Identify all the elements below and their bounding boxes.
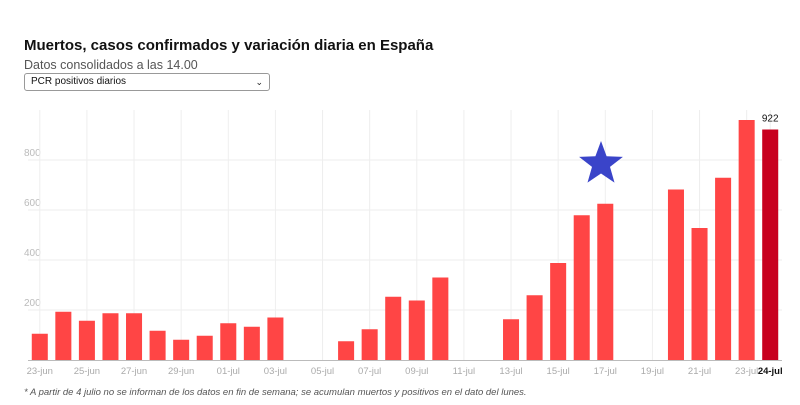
bar xyxy=(432,277,449,360)
bar xyxy=(102,313,119,360)
bar xyxy=(715,177,732,360)
x-tick-label: 29-jun xyxy=(168,366,194,377)
bar xyxy=(573,215,590,360)
x-tick-label: 15-jul xyxy=(547,366,570,377)
x-tick-label: 03-jul xyxy=(264,366,287,377)
bar xyxy=(385,296,402,360)
bar xyxy=(691,228,708,360)
x-tick-label: 13-jul xyxy=(499,366,522,377)
chart-title: Muertos, casos confirmados y variación d… xyxy=(24,37,434,54)
bar xyxy=(149,330,166,360)
y-tick-label: 400 xyxy=(24,248,41,259)
bar xyxy=(243,326,260,360)
star-icon xyxy=(579,141,623,183)
x-tick-label: 23-jul xyxy=(735,366,758,377)
metric-select-value: PCR positivos diarios xyxy=(31,76,127,87)
chart-subtitle: Datos consolidados a las 14.00 xyxy=(24,58,198,72)
x-tick-label: 21-jul xyxy=(688,366,711,377)
chevron-down-icon: ⌄ xyxy=(255,77,263,87)
x-tick-label: 17-jul xyxy=(594,366,617,377)
x-tick-label: 01-jul xyxy=(217,366,240,377)
x-tick-label: 24-jul xyxy=(758,366,783,377)
data-label: 922 xyxy=(762,114,779,125)
bar xyxy=(408,300,425,360)
bar xyxy=(762,129,779,360)
bar xyxy=(78,320,95,360)
bar xyxy=(126,313,143,360)
bar xyxy=(196,335,213,360)
x-tick-label: 11-jul xyxy=(453,366,476,377)
bar xyxy=(338,341,355,360)
y-tick-label: 200 xyxy=(24,298,41,309)
bar xyxy=(550,263,567,360)
x-tick-label: 23-jun xyxy=(27,366,53,377)
bar xyxy=(55,311,72,360)
bar xyxy=(667,189,684,360)
x-tick-label: 19-jul xyxy=(641,366,664,377)
y-tick-label: 600 xyxy=(24,198,41,209)
bar xyxy=(267,317,284,360)
bar xyxy=(503,319,520,360)
bar xyxy=(738,120,755,360)
metric-select[interactable]: PCR positivos diarios ⌄ xyxy=(24,73,270,91)
bar xyxy=(31,333,48,360)
x-tick-label: 27-jun xyxy=(121,366,147,377)
x-tick-label: 25-jun xyxy=(74,366,100,377)
x-tick-label: 07-jul xyxy=(358,366,381,377)
x-tick-label: 05-jul xyxy=(311,366,334,377)
x-tick-label: 09-jul xyxy=(405,366,428,377)
bar xyxy=(173,339,190,360)
y-tick-label: 800 xyxy=(24,148,41,159)
bar xyxy=(526,295,543,360)
bar xyxy=(220,323,237,360)
footnote: * A partir de 4 julio no se informan de … xyxy=(24,387,527,398)
bar xyxy=(361,329,378,360)
bar xyxy=(597,203,614,360)
